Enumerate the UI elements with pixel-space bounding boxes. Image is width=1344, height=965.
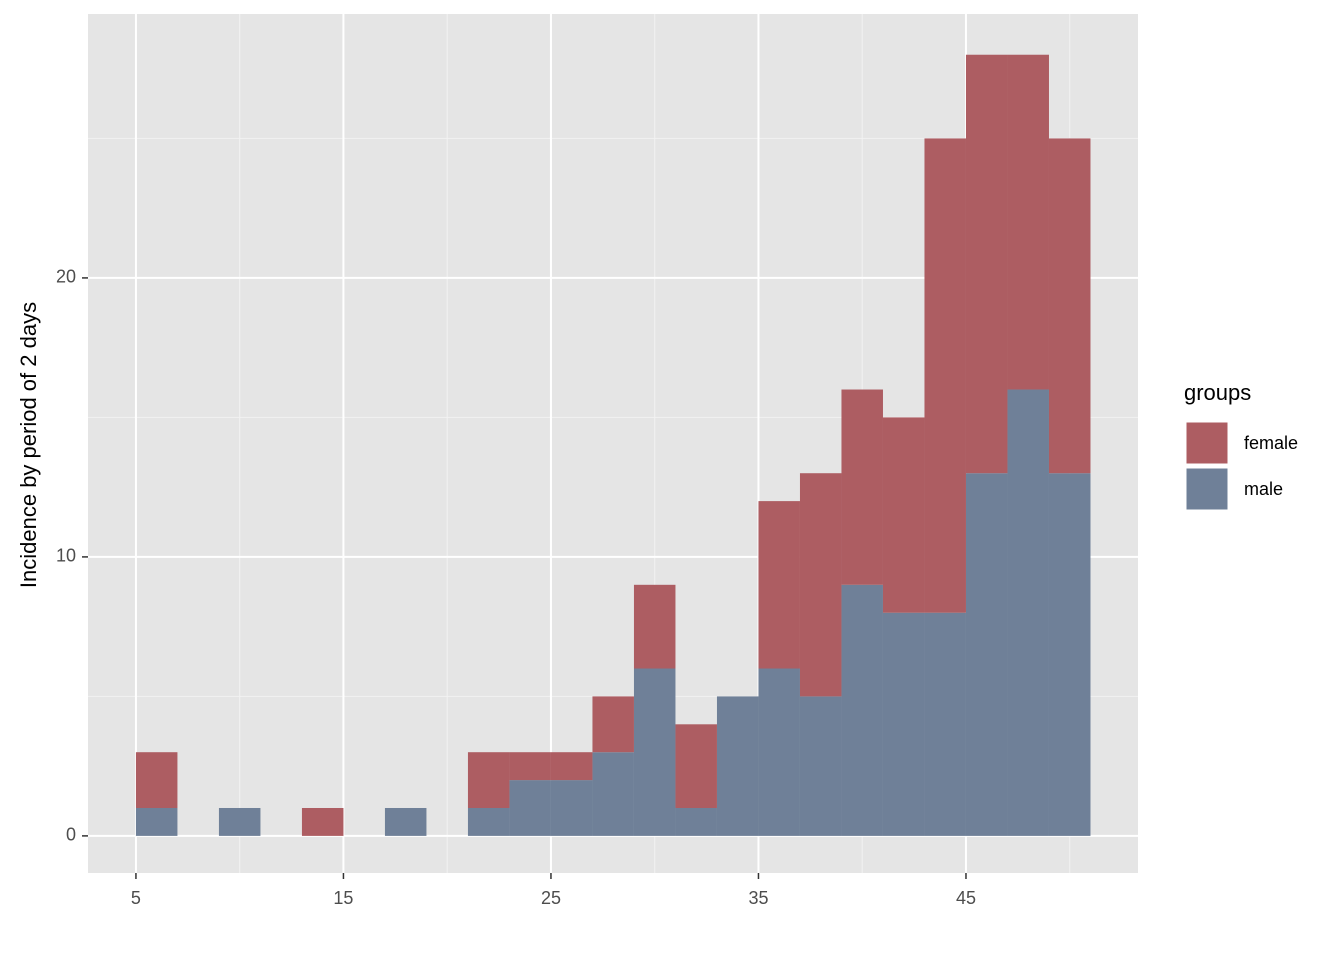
bar bbox=[509, 752, 551, 781]
bar bbox=[924, 138, 966, 613]
bar bbox=[1048, 138, 1091, 474]
bar bbox=[467, 752, 510, 808]
bar bbox=[592, 696, 634, 753]
bar bbox=[882, 612, 925, 836]
bar bbox=[758, 668, 800, 836]
bar bbox=[550, 780, 593, 836]
bar bbox=[675, 807, 717, 836]
bar bbox=[924, 612, 966, 836]
bar bbox=[135, 752, 178, 808]
bar bbox=[384, 807, 427, 836]
bar bbox=[1007, 54, 1049, 390]
y-tick-label: 0 bbox=[66, 825, 76, 845]
bar bbox=[716, 696, 759, 836]
bar bbox=[799, 473, 842, 697]
bar bbox=[301, 807, 344, 836]
bar bbox=[467, 807, 510, 836]
bar bbox=[592, 752, 634, 836]
bar bbox=[550, 752, 593, 781]
x-tick-label: 25 bbox=[541, 888, 561, 908]
bar bbox=[675, 724, 717, 808]
bar bbox=[633, 584, 676, 669]
bar bbox=[799, 696, 842, 836]
bar bbox=[509, 780, 551, 836]
bar bbox=[218, 807, 261, 836]
bar bbox=[135, 807, 178, 836]
bar bbox=[882, 417, 925, 613]
legend-key bbox=[1185, 467, 1229, 511]
x-tick-label: 15 bbox=[333, 888, 353, 908]
y-axis-label: Incidence by period of 2 days bbox=[16, 302, 41, 588]
legend-title: groups bbox=[1184, 380, 1251, 405]
bar bbox=[1048, 473, 1091, 836]
bar bbox=[841, 389, 883, 585]
x-tick-label: 45 bbox=[956, 888, 976, 908]
legend-label: male bbox=[1244, 479, 1283, 499]
y-tick-label: 20 bbox=[56, 267, 76, 287]
x-tick-label: 5 bbox=[131, 888, 141, 908]
x-tick-label: 35 bbox=[748, 888, 768, 908]
bar bbox=[965, 54, 1008, 474]
bar bbox=[841, 584, 883, 836]
bar bbox=[1007, 389, 1049, 836]
bar bbox=[965, 473, 1008, 836]
y-tick-label: 10 bbox=[56, 546, 76, 566]
bar bbox=[633, 668, 676, 836]
bar bbox=[758, 501, 800, 669]
legend-label: female bbox=[1244, 433, 1298, 453]
legend-key bbox=[1185, 421, 1229, 465]
